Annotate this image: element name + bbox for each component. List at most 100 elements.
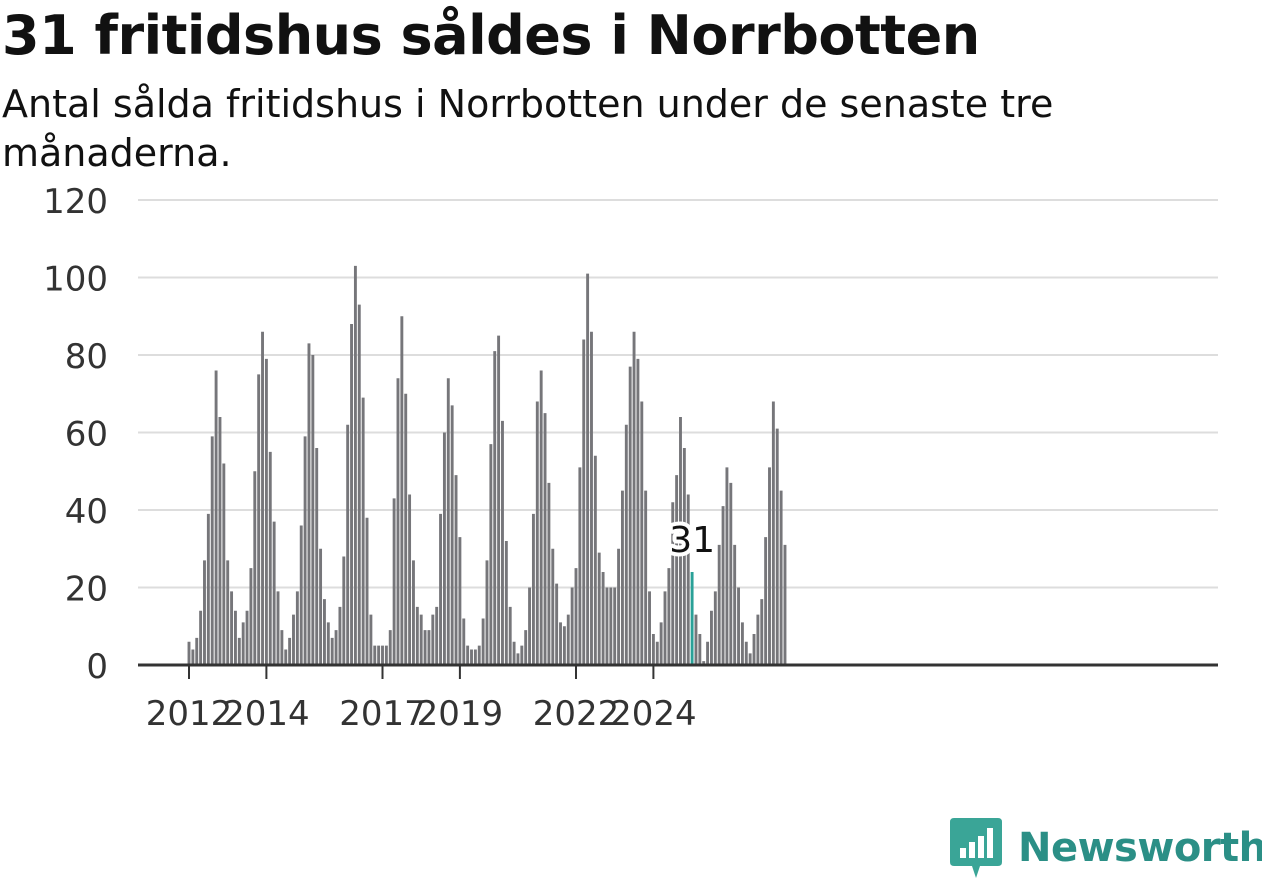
bar [311, 355, 315, 665]
bar [261, 331, 264, 665]
bar [237, 637, 241, 665]
bar [663, 591, 667, 665]
bar [771, 401, 775, 665]
bar [710, 610, 713, 665]
bar [555, 583, 559, 665]
bar [655, 641, 659, 665]
bar [361, 397, 365, 665]
bar [717, 544, 721, 665]
bar [439, 513, 442, 665]
bar [233, 610, 237, 665]
bar [241, 622, 245, 665]
bar [582, 339, 586, 665]
bar [485, 560, 489, 665]
bar [195, 637, 199, 665]
bar [620, 490, 624, 665]
y-tick-label: 0 [86, 647, 108, 687]
y-tick-label: 20 [65, 570, 108, 610]
bar [520, 645, 524, 665]
bar [725, 467, 729, 665]
bar [512, 641, 516, 665]
bar [446, 378, 450, 665]
bar [531, 513, 535, 665]
bar [721, 506, 725, 665]
bar [764, 537, 768, 665]
bar [442, 432, 446, 665]
bar [214, 370, 218, 665]
bar [628, 366, 632, 665]
bar [319, 548, 323, 665]
bar [593, 455, 597, 665]
bar [199, 610, 203, 665]
y-tick-label: 80 [65, 337, 108, 377]
bar [648, 591, 651, 665]
x-tick-label: 2022 [533, 694, 620, 734]
bar [346, 424, 350, 665]
bar [535, 401, 539, 665]
bar [779, 490, 783, 665]
bar [617, 548, 621, 665]
y-tick-label: 40 [65, 492, 108, 532]
bar [551, 548, 555, 665]
bar [737, 587, 740, 665]
bar [539, 370, 543, 665]
bar [303, 436, 307, 665]
bar [292, 614, 295, 665]
bar [210, 436, 214, 665]
bar [706, 641, 710, 665]
bar [462, 618, 466, 665]
bar [284, 649, 288, 665]
bar [404, 393, 408, 665]
x-tick-label: 2024 [610, 694, 697, 734]
bar [713, 591, 717, 665]
x-tick-label: 2012 [146, 694, 233, 734]
bar [392, 498, 396, 665]
bar [702, 661, 706, 665]
y-tick-label: 120 [43, 182, 108, 222]
bar [477, 645, 481, 665]
bar [264, 358, 268, 665]
bar [253, 471, 257, 665]
bar [381, 645, 384, 665]
bar [493, 351, 497, 665]
bar [473, 649, 477, 665]
x-tick-label: 2019 [417, 694, 504, 734]
bar [516, 653, 520, 665]
bar [667, 568, 671, 665]
bar [489, 444, 493, 665]
bar [578, 467, 582, 665]
bar [249, 568, 253, 665]
bar [280, 630, 284, 665]
bar [268, 451, 272, 665]
bar [694, 614, 698, 665]
bar [524, 630, 528, 665]
chart-title: 31 fritidshus såldes i Norrbotten [2, 4, 980, 67]
bar [775, 428, 779, 665]
bar [307, 343, 311, 665]
bar [326, 622, 330, 665]
bar [624, 424, 628, 665]
bar [388, 630, 392, 665]
bar [613, 587, 617, 665]
bar [470, 649, 473, 665]
bar [384, 645, 388, 665]
bar [435, 606, 439, 665]
bar [226, 560, 230, 665]
bar [353, 265, 357, 665]
bar [458, 537, 462, 665]
bar [400, 316, 404, 665]
bar [206, 513, 210, 665]
bar [508, 606, 512, 665]
bars [187, 265, 787, 665]
bar [543, 413, 547, 665]
bar [760, 599, 764, 665]
bar [497, 335, 501, 665]
bar [299, 525, 303, 665]
bar [659, 622, 663, 665]
bar [590, 331, 593, 665]
bar [257, 374, 261, 665]
bar [566, 614, 570, 665]
y-tick-label: 60 [65, 415, 108, 455]
